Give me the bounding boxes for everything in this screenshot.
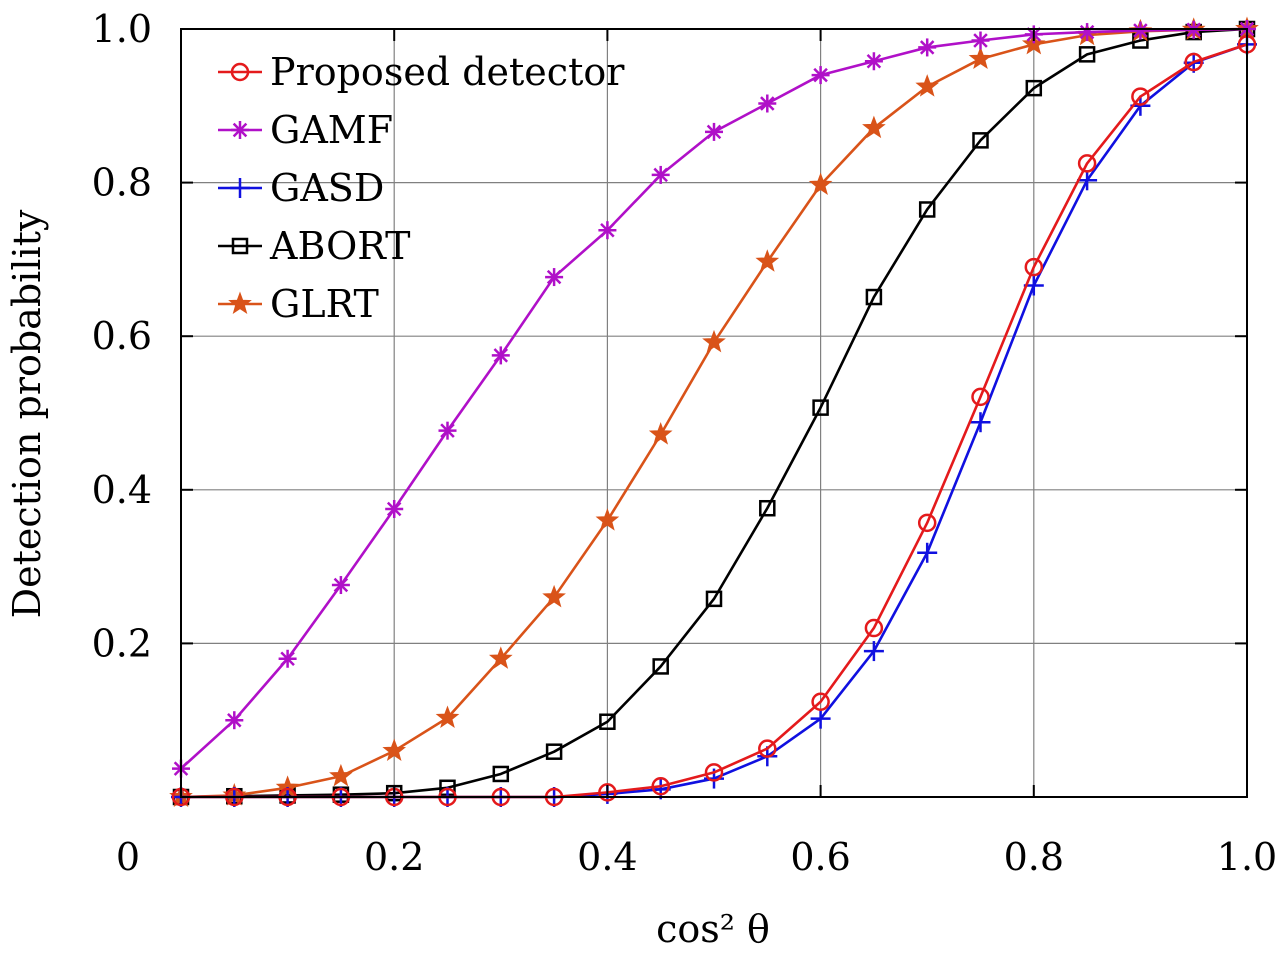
legend-item-glrt: GLRT bbox=[218, 282, 379, 326]
data-point-gamf bbox=[385, 500, 404, 518]
legend-swatch-marker bbox=[230, 178, 250, 198]
data-point-gamf bbox=[971, 31, 990, 50]
y-tick-label: 0.4 bbox=[92, 468, 152, 512]
data-point-gamf bbox=[438, 421, 457, 440]
data-point-abort bbox=[918, 201, 936, 218]
data-point-abort bbox=[545, 743, 563, 760]
data-point-proposed-detector bbox=[1077, 154, 1097, 173]
legend-swatch-marker bbox=[230, 62, 250, 82]
data-point-gasd bbox=[1077, 170, 1098, 191]
series-line-abort bbox=[180, 27, 1248, 799]
y-tick-label: 0.8 bbox=[92, 161, 152, 205]
data-point-gamf bbox=[278, 649, 297, 668]
data-point-gamf bbox=[1131, 21, 1150, 40]
legend-item-gasd: GASD bbox=[218, 166, 384, 210]
data-point-gamf bbox=[651, 165, 670, 184]
data-point-glrt bbox=[542, 584, 566, 608]
data-point-proposed-detector bbox=[864, 618, 884, 638]
data-point-glrt bbox=[702, 329, 726, 353]
y-axis-label: Detection probability bbox=[5, 209, 49, 618]
tick-labels: 0 0.2 0.4 0.6 0.8 1.0 0.2 0.4 0.6 0.8 1.0 bbox=[92, 7, 1278, 879]
data-point-abort bbox=[865, 288, 883, 306]
y-tick-label: 1.0 bbox=[92, 7, 152, 51]
data-point-gamf bbox=[864, 52, 883, 71]
data-point-glrt bbox=[488, 646, 513, 669]
legend-item-abort: ABORT bbox=[218, 224, 411, 268]
data-point-gasd bbox=[810, 708, 831, 729]
data-point-proposed-detector bbox=[971, 387, 990, 407]
x-tick-label: 0.8 bbox=[1004, 835, 1064, 879]
data-point-abort bbox=[1025, 79, 1043, 97]
legend-swatch-marker bbox=[231, 237, 249, 255]
data-point-gamf bbox=[225, 711, 244, 730]
legend-swatch-marker bbox=[228, 291, 252, 315]
data-point-abort bbox=[492, 765, 510, 783]
data-point-gamf bbox=[1078, 23, 1097, 42]
legend-label: ABORT bbox=[269, 224, 411, 268]
data-point-abort bbox=[652, 658, 669, 675]
data-point-glrt bbox=[648, 422, 673, 445]
data-point-proposed-detector bbox=[598, 783, 617, 802]
data-point-proposed-detector bbox=[1184, 52, 1203, 72]
data-point-gamf bbox=[811, 66, 830, 85]
legend-label: GASD bbox=[270, 166, 384, 210]
data-point-proposed-detector bbox=[1024, 257, 1044, 277]
data-point-gasd bbox=[863, 641, 884, 662]
x-tick-label: 0.4 bbox=[577, 835, 637, 879]
data-point-proposed-detector bbox=[651, 776, 670, 796]
data-point-abort bbox=[1078, 46, 1096, 63]
plot-frame bbox=[180, 28, 1248, 798]
legend-item-proposed-detector: Proposed detector bbox=[218, 50, 625, 94]
data-point-glrt bbox=[329, 763, 353, 787]
x-tick-label: 0.6 bbox=[790, 835, 850, 879]
data-point-glrt bbox=[968, 46, 993, 70]
data-point-gamf bbox=[598, 221, 617, 240]
data-point-glrt bbox=[382, 738, 407, 761]
legend-label: Proposed detector bbox=[270, 50, 625, 94]
data-point-gamf bbox=[705, 122, 723, 141]
data-point-proposed-detector bbox=[758, 739, 777, 758]
data-point-proposed-detector bbox=[1131, 87, 1150, 106]
data-point-glrt bbox=[595, 508, 620, 531]
legend: Proposed detector GAMF GASD ABORT GLRT bbox=[218, 50, 625, 326]
data-point-gamf bbox=[331, 576, 350, 595]
y-tick-label: 0.2 bbox=[92, 621, 152, 665]
data-point-gasd bbox=[970, 412, 991, 433]
legend-swatch-marker bbox=[231, 121, 249, 139]
x-axis-label: cos² θ bbox=[656, 907, 770, 951]
data-point-gasd bbox=[917, 542, 938, 563]
data-point-gamf bbox=[758, 94, 777, 113]
data-point-glrt bbox=[862, 115, 886, 139]
data-point-gamf bbox=[545, 268, 564, 287]
data-point-glrt bbox=[915, 74, 940, 97]
axis-ticks bbox=[180, 28, 1248, 797]
data-point-abort bbox=[599, 713, 616, 730]
data-point-proposed-detector bbox=[811, 692, 830, 712]
data-point-abort bbox=[705, 590, 723, 608]
data-point-glrt bbox=[435, 705, 460, 728]
data-point-glrt bbox=[808, 172, 833, 195]
legend-item-gamf: GAMF bbox=[218, 108, 393, 152]
data-point-abort bbox=[972, 132, 989, 149]
data-point-gamf bbox=[491, 346, 510, 365]
x-tick-label: 0 bbox=[116, 835, 140, 879]
x-tick-label: 0.2 bbox=[364, 835, 424, 879]
data-point-glrt bbox=[755, 249, 780, 272]
data-point-abort bbox=[759, 499, 776, 517]
legend-label: GLRT bbox=[270, 282, 379, 326]
x-tick-label: 1.0 bbox=[1217, 835, 1277, 879]
data-point-proposed-detector bbox=[917, 513, 937, 533]
y-tick-label: 0.6 bbox=[92, 314, 152, 358]
data-point-abort bbox=[812, 399, 829, 416]
data-point-proposed-detector bbox=[704, 763, 724, 782]
legend-label: GAMF bbox=[270, 108, 393, 152]
data-point-gamf bbox=[918, 38, 937, 57]
